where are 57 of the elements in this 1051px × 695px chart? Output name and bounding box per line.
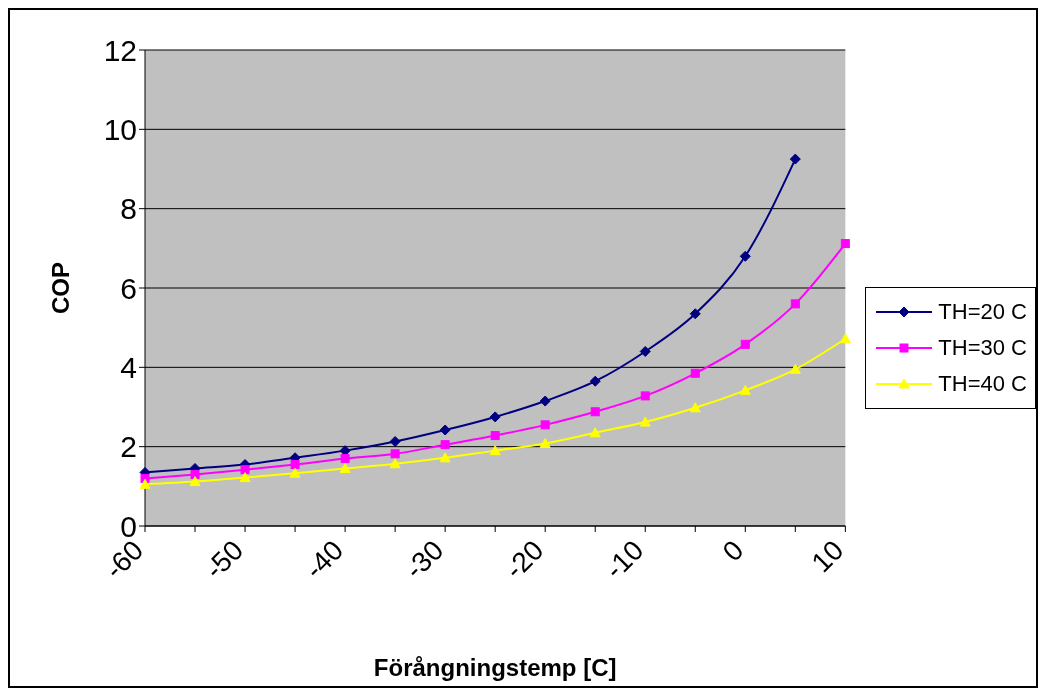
point <box>489 445 501 456</box>
point <box>340 454 350 464</box>
legend-label: TH=30 C <box>938 335 1027 361</box>
point <box>589 427 601 438</box>
point <box>389 458 401 469</box>
point <box>290 460 300 470</box>
point <box>489 411 501 423</box>
point <box>739 250 751 262</box>
point <box>789 363 801 374</box>
y-tick-label: 4 <box>120 350 137 384</box>
y-tick-label: 10 <box>103 112 137 146</box>
x-tick-label: -10 <box>598 534 650 585</box>
point <box>390 449 400 459</box>
point <box>590 407 600 417</box>
point <box>789 153 801 165</box>
y-tick-label: 0 <box>120 509 137 543</box>
point <box>589 375 601 387</box>
point <box>840 239 850 249</box>
legend-label: TH=20 C <box>938 299 1027 325</box>
point <box>389 436 401 448</box>
point <box>440 440 450 450</box>
point <box>240 465 250 475</box>
point <box>189 476 201 487</box>
point <box>339 462 351 473</box>
x-tick-label: -30 <box>398 534 450 585</box>
y-tick-label: 6 <box>120 271 137 305</box>
point <box>639 416 651 427</box>
x-tick-label: 10 <box>805 534 850 579</box>
point <box>539 437 551 448</box>
point <box>640 391 650 401</box>
y-tick-label: 12 <box>103 33 137 67</box>
y-tick-label: 2 <box>120 430 137 464</box>
x-tick-label: -50 <box>198 534 250 585</box>
x-tick-label: -40 <box>298 534 350 585</box>
point <box>639 345 651 357</box>
point <box>539 395 551 407</box>
point <box>740 339 750 349</box>
y-axis-title: COP <box>46 261 74 315</box>
point <box>689 308 701 320</box>
y-tick-label: 8 <box>120 192 137 226</box>
point <box>790 299 800 309</box>
point <box>439 452 451 463</box>
point <box>690 368 700 378</box>
point <box>139 478 151 489</box>
x-tick-label: -20 <box>498 534 550 585</box>
x-tick-label: 0 <box>716 534 750 568</box>
point <box>839 333 851 344</box>
point <box>439 424 451 436</box>
point <box>289 467 301 478</box>
point <box>490 431 500 441</box>
point <box>689 402 701 413</box>
legend-label: TH=40 C <box>938 371 1027 397</box>
point <box>739 384 751 395</box>
point <box>540 420 550 430</box>
point <box>190 469 200 479</box>
x-axis-title: Förångningstemp [C] <box>373 654 617 681</box>
point <box>239 472 251 483</box>
